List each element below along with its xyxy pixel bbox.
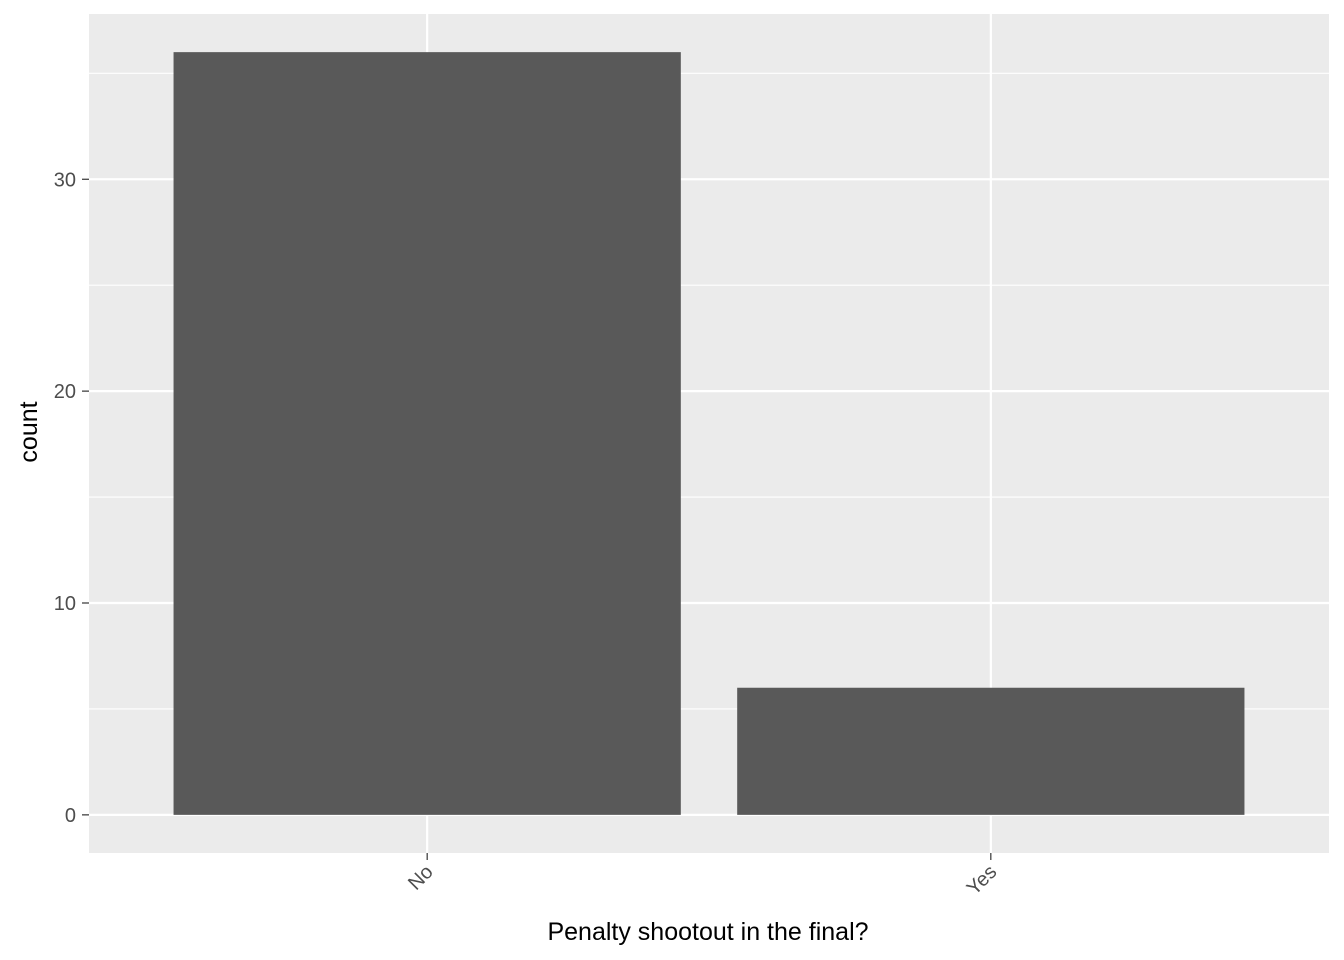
- x-tick-label: No: [404, 861, 438, 895]
- y-tick-label: 0: [65, 805, 76, 827]
- bars: [173, 52, 1245, 815]
- y-tick-label: 10: [54, 593, 76, 615]
- x-axis: No Yes: [404, 853, 1001, 900]
- y-tick-label: 30: [54, 169, 76, 191]
- y-tick-label: 20: [54, 381, 76, 403]
- bar-no: [173, 52, 681, 815]
- y-axis: 0 10 20 30: [54, 169, 89, 827]
- x-axis-title: Penalty shootout in the final?: [547, 918, 868, 946]
- bar-yes: [737, 687, 1245, 815]
- y-axis-title: count: [15, 401, 43, 462]
- x-tick-label: Yes: [963, 861, 1002, 900]
